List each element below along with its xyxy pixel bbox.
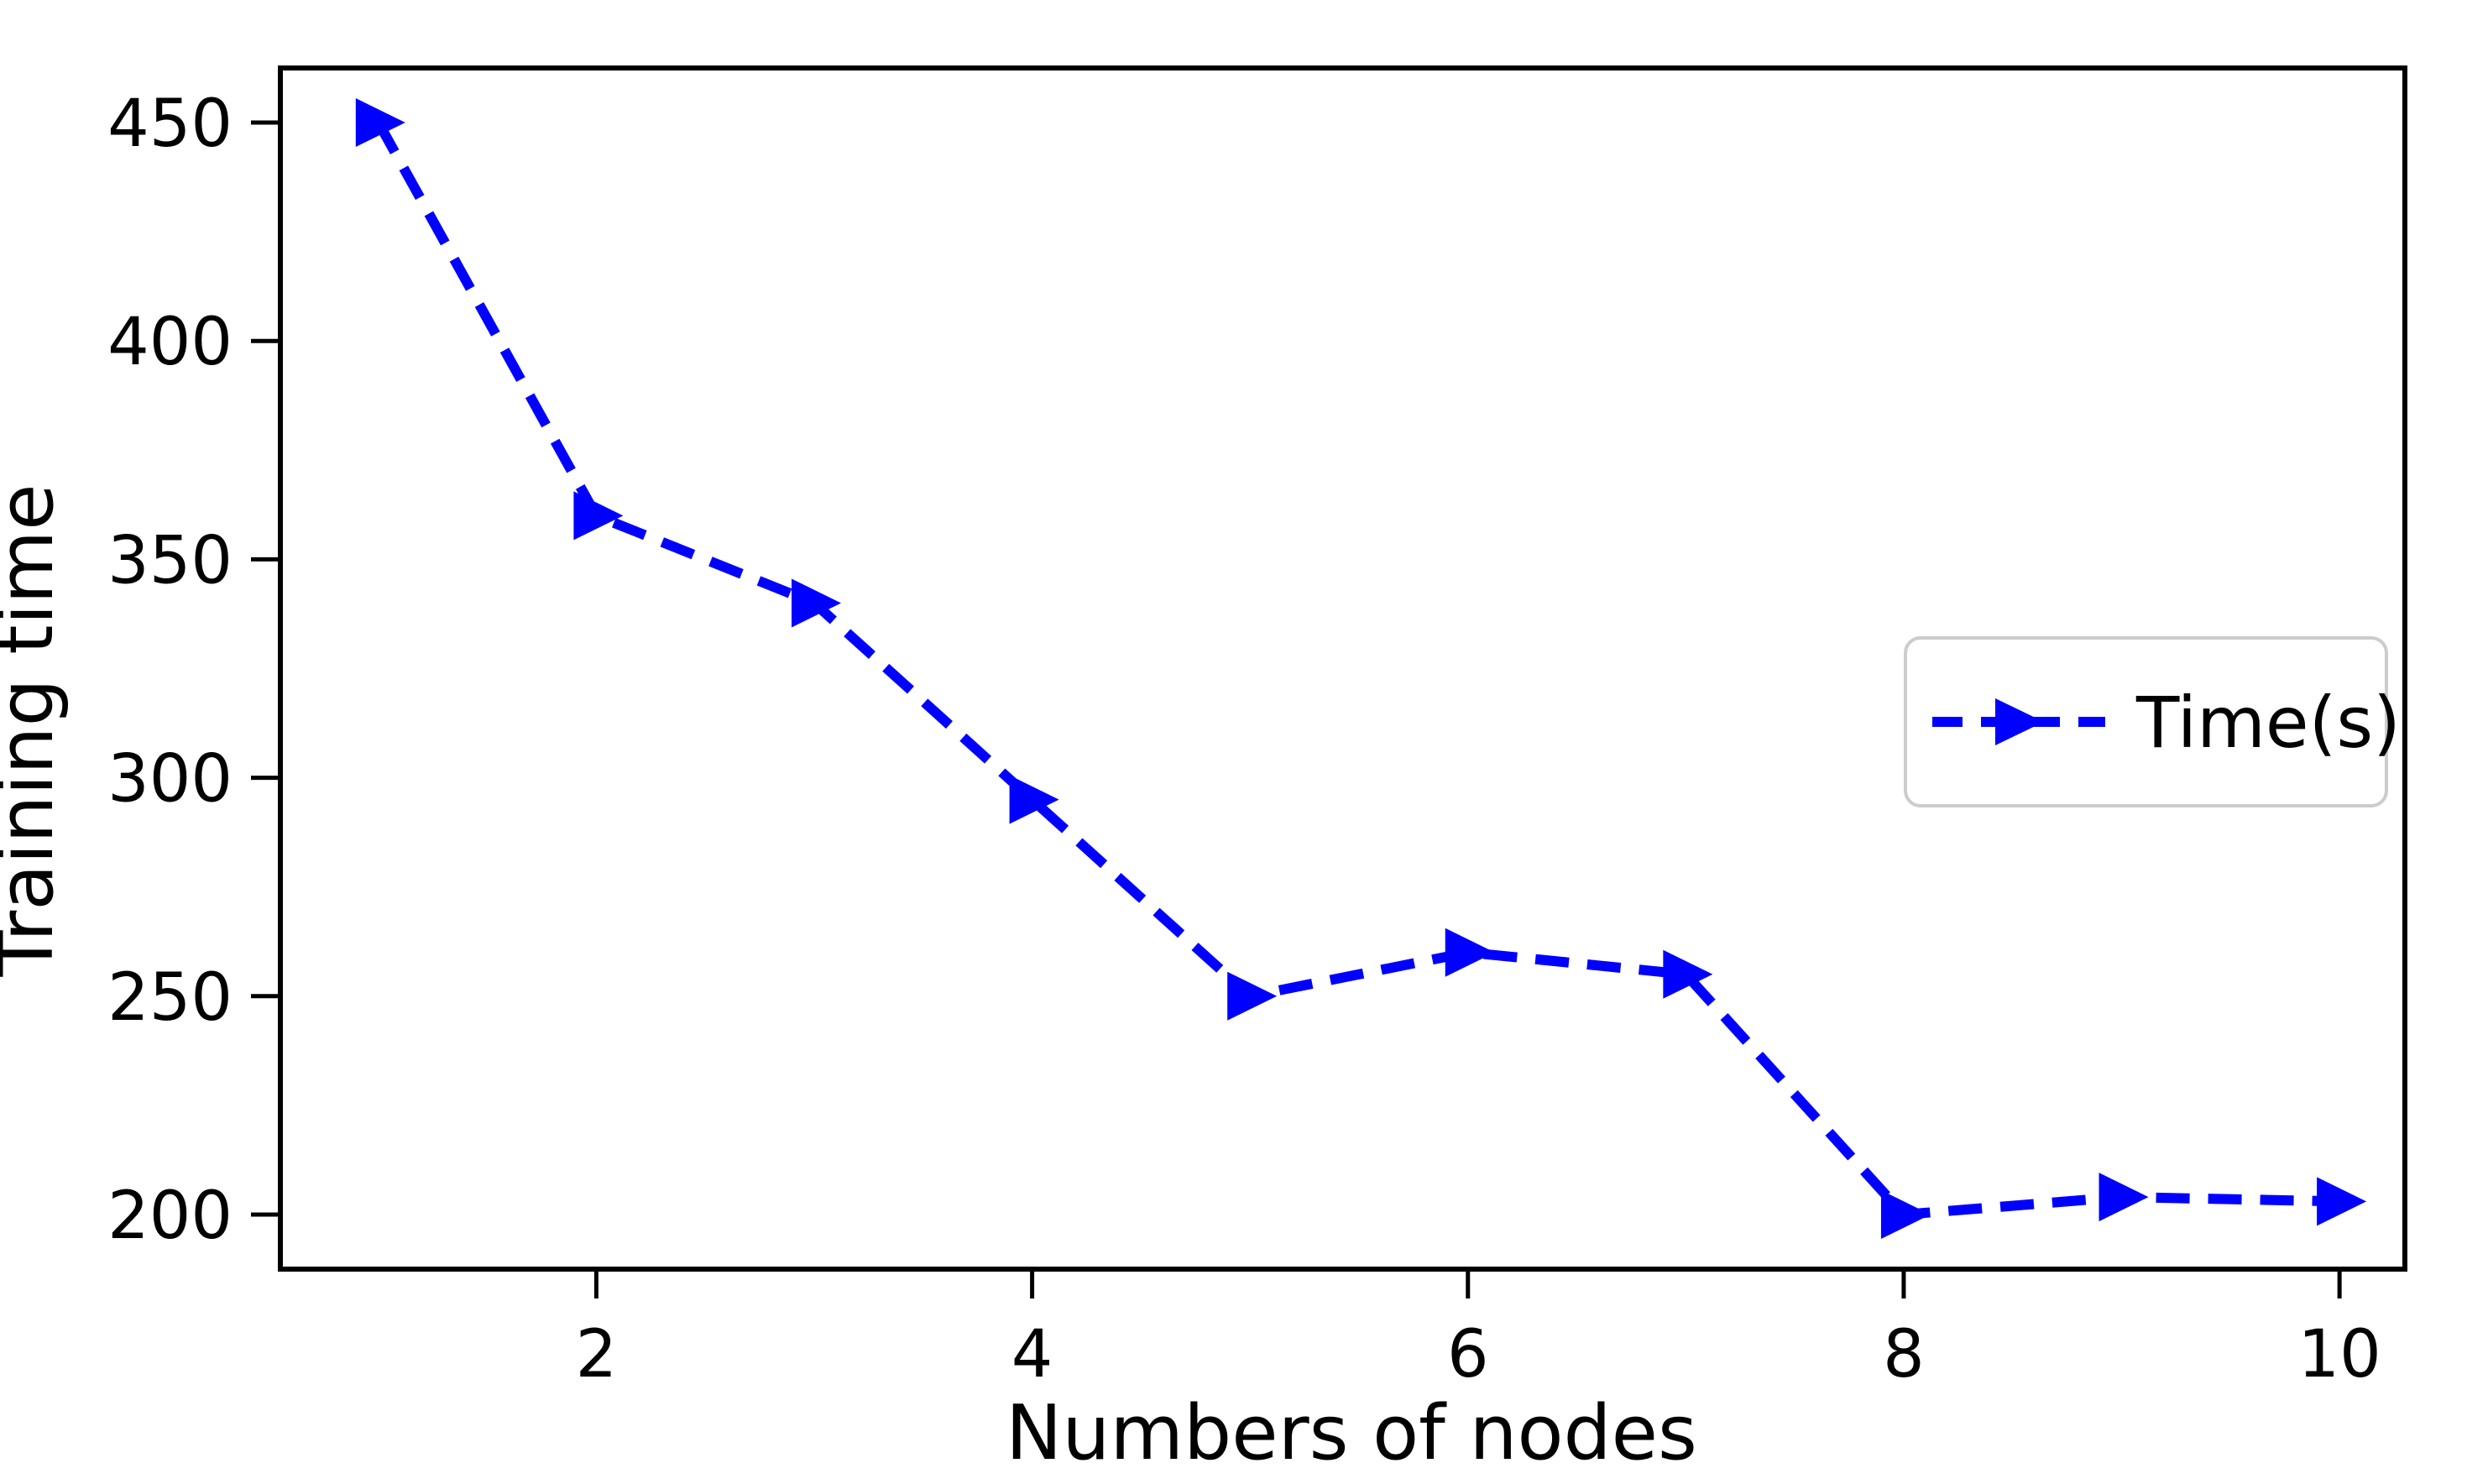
data-point-marker (2317, 1177, 2367, 1226)
data-point-marker (791, 578, 841, 628)
data-series (355, 98, 2367, 1239)
data-point-marker (1227, 971, 1278, 1021)
data-point-marker (573, 491, 624, 541)
data-point-marker (1445, 928, 1495, 977)
y-tick-label: 200 (107, 1178, 233, 1254)
y-tick-label: 400 (107, 305, 233, 380)
legend-marker-triangle-right-icon (1995, 698, 2044, 745)
data-point-marker (355, 98, 405, 148)
x-tick-label: 8 (1883, 1317, 1925, 1393)
x-axis-label: Numbers of nodes (1006, 1389, 1697, 1477)
x-axis-ticks: 2 4 6 8 10 (576, 1269, 2381, 1393)
x-tick-label: 4 (1011, 1317, 1053, 1393)
y-tick-label: 250 (107, 960, 233, 1036)
legend-box (1904, 636, 2388, 807)
data-point-marker (2099, 1173, 2149, 1222)
data-series-line (374, 120, 2340, 1220)
x-tick-label: 10 (2297, 1317, 2381, 1393)
y-axis-label: Training time (0, 483, 71, 977)
y-tick-label: 300 (107, 742, 233, 818)
y-axis-ticks: 200 250 300 350 400 450 (107, 86, 280, 1254)
y-tick-label: 350 (107, 523, 233, 598)
legend: Time(s) (1904, 636, 2401, 807)
y-tick-label: 450 (107, 86, 233, 162)
data-point-marker (1009, 775, 1059, 824)
x-tick-label: 2 (576, 1317, 618, 1393)
x-tick-label: 6 (1447, 1317, 1489, 1393)
data-point-marker (1663, 949, 1713, 999)
legend-label: Time(s) (2135, 682, 2401, 764)
data-point-marker (1880, 1189, 1931, 1239)
